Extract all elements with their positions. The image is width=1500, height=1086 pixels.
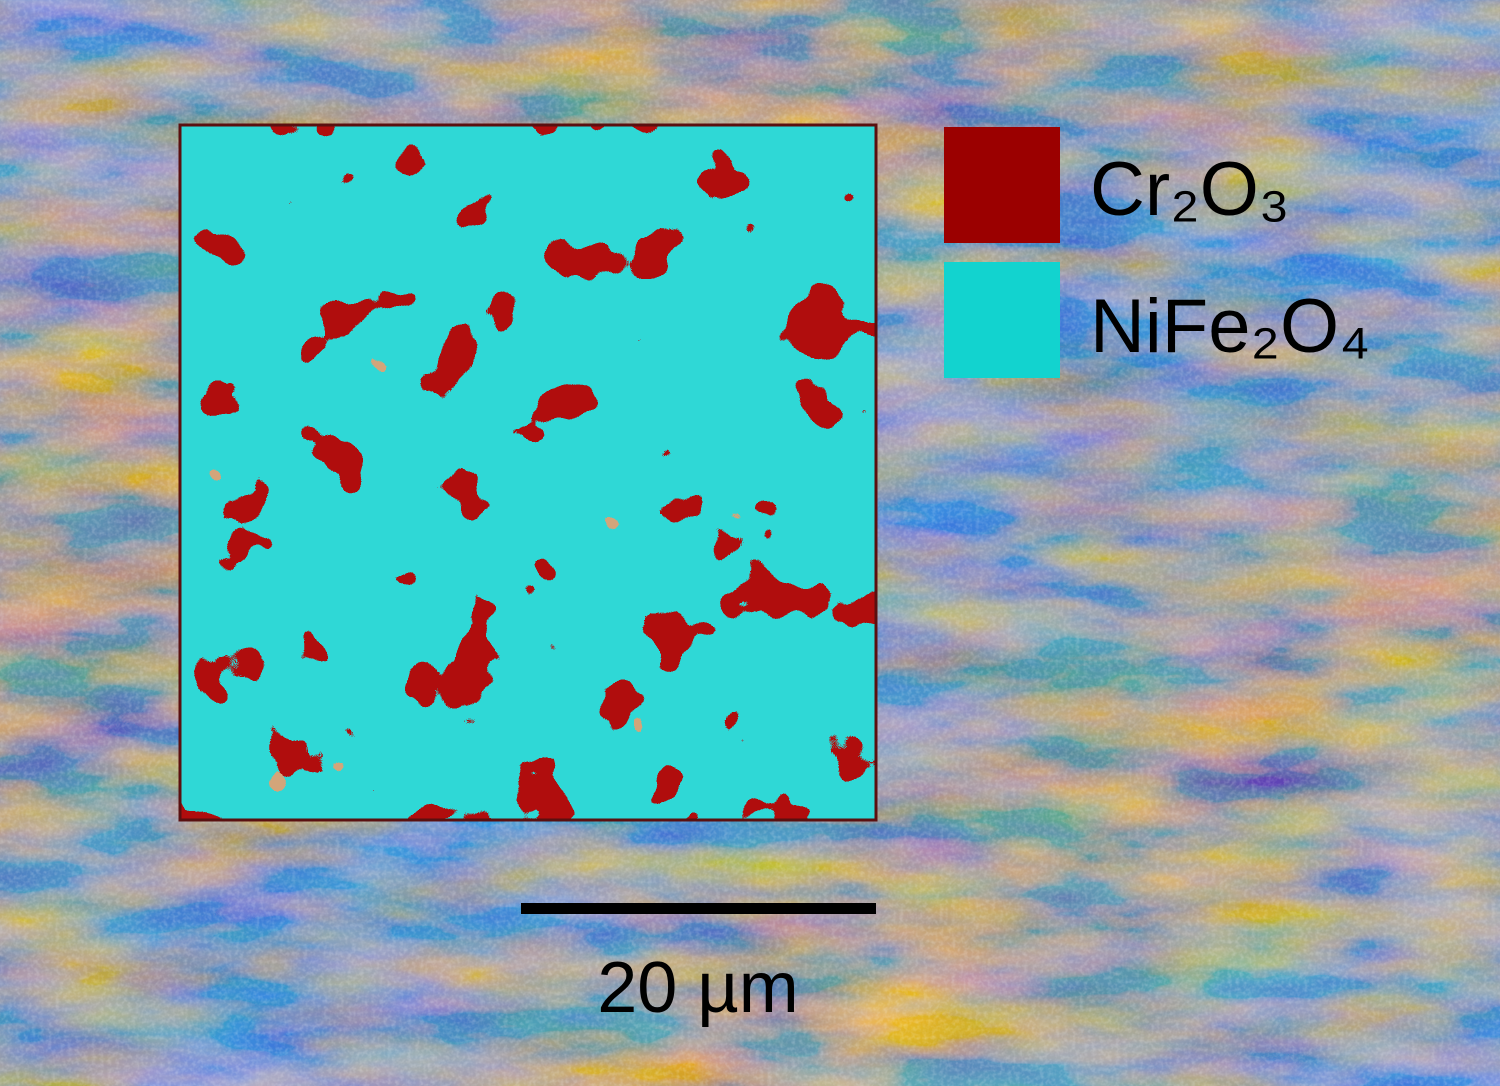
legend-swatch [944, 127, 1060, 243]
scale-bar [521, 903, 876, 914]
legend-swatch [944, 262, 1060, 378]
scale-bar-label: 20 µm [597, 948, 799, 1028]
phase-map [180, 125, 876, 820]
legend-label: NiFe₂O₄ [1090, 284, 1370, 369]
legend-label: Cr₂O₃ [1090, 147, 1290, 232]
map-border [178, 123, 878, 822]
cr2o3-region [180, 125, 876, 820]
